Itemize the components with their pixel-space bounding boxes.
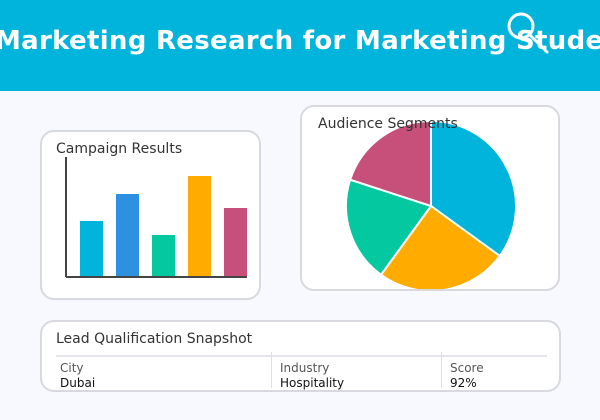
campaign-results-title: Campaign Results bbox=[56, 141, 183, 157]
lead-qualification-card: Lead Qualification Snapshot City Dubai I… bbox=[40, 320, 561, 392]
score-value: 92% bbox=[450, 376, 477, 390]
column-divider bbox=[271, 352, 272, 388]
audience-pie-chart bbox=[345, 119, 517, 289]
industry-value: Hospitality bbox=[280, 376, 345, 390]
pie-slice bbox=[348, 119, 432, 208]
campaign-results-card: Campaign Results bbox=[40, 130, 261, 300]
bar bbox=[80, 221, 103, 277]
score-label: Score bbox=[450, 361, 484, 375]
bar bbox=[152, 235, 175, 277]
audience-segments-title: Audience Segments bbox=[318, 116, 458, 132]
page-title: Marketing Research for Marketing Student… bbox=[0, 26, 600, 56]
audience-segments-card: Audience Segments bbox=[300, 105, 560, 291]
header-banner: Marketing Research for Marketing Student… bbox=[0, 0, 600, 91]
pie-slice bbox=[345, 178, 433, 277]
bar bbox=[188, 176, 211, 277]
bar bbox=[224, 208, 247, 277]
pie-slice bbox=[430, 119, 517, 258]
campaign-bar-chart bbox=[65, 157, 247, 278]
table-header-divider bbox=[56, 355, 547, 357]
column-divider bbox=[441, 352, 442, 388]
industry-label: Industry bbox=[280, 361, 330, 375]
city-value: Dubai bbox=[60, 376, 96, 390]
search-icon[interactable] bbox=[505, 10, 551, 56]
bar bbox=[116, 194, 139, 277]
city-label: City bbox=[60, 361, 84, 375]
pie-slice bbox=[379, 204, 502, 289]
lead-qualification-title: Lead Qualification Snapshot bbox=[56, 331, 253, 347]
